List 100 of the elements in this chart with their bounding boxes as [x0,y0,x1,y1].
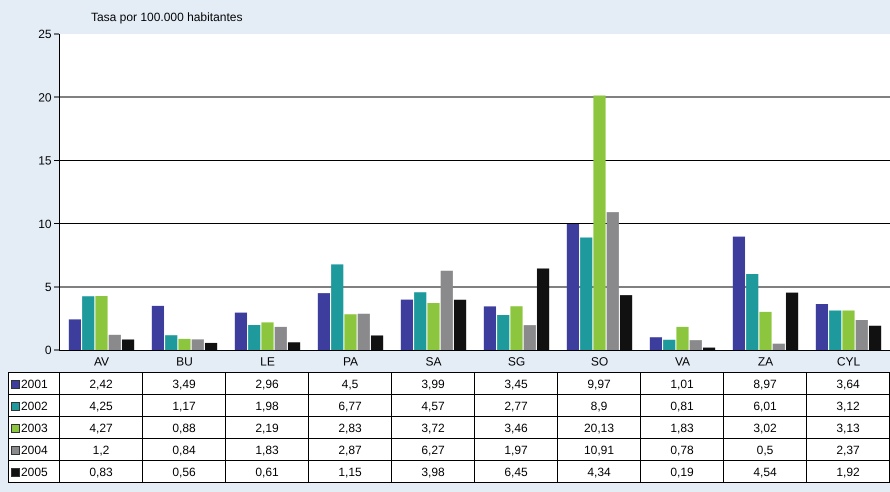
data-label: 3,12 [806,394,890,416]
legend-label: 2005 [21,464,48,478]
data-label: 2,37 [806,438,890,460]
data-label: 3,45 [474,372,558,394]
data-label: 3,46 [474,416,558,438]
bar [288,342,300,350]
y-axis-title: Tasa por 100.000 habitantes [91,10,242,24]
bar [690,340,702,350]
data-label: 4,34 [558,460,640,482]
data-label: 1,2 [60,438,142,460]
data-label: 1,97 [474,438,558,460]
y-tick-label: 0 [44,343,52,358]
bar [192,339,204,350]
x-tick-label: CYL [836,354,860,368]
data-label: 4,54 [724,460,806,482]
bar [82,296,94,350]
bar [856,320,868,350]
data-label: 6,45 [474,460,558,482]
y-tick-label: 5 [44,280,52,294]
bar [358,314,370,350]
bar [510,306,523,350]
data-label: 1,01 [640,372,724,394]
bar [274,326,287,350]
data-label: 2,19 [226,416,308,438]
bar [370,335,384,350]
data-label: 8,9 [558,394,640,416]
x-tick-label: VA [674,354,690,368]
data-label: 0,83 [60,460,142,482]
data-label: 3,64 [806,372,890,394]
data-label: 2,96 [226,372,308,394]
data-label: 3,72 [392,416,474,438]
bar [663,340,676,350]
bar [816,304,828,350]
legend-label: 2003 [21,420,48,434]
bar [414,292,426,350]
data-label: 0,78 [640,438,724,460]
bar [524,325,536,350]
bar [829,310,842,350]
bar [759,312,772,350]
data-label: 0,88 [142,416,226,438]
data-label: 1,83 [226,438,308,460]
bar [427,302,440,350]
data-label: 4,5 [308,372,392,394]
bar [204,342,218,350]
bar [152,306,164,350]
bar [95,296,108,350]
bar [165,335,178,350]
bar [68,319,82,350]
data-label: 9,97 [558,372,640,394]
data-label: 6,01 [724,394,806,416]
data-label: 3,99 [392,372,474,394]
data-label: 2,42 [60,372,142,394]
bar [842,310,855,350]
bar [122,340,134,350]
data-label: 2,83 [308,416,392,438]
data-label: 3,98 [392,460,474,482]
x-tick-label: SA [425,354,442,368]
data-label: 20,13 [558,416,640,438]
data-label: 0,56 [142,460,226,482]
bar [650,337,662,350]
data-label: 0,61 [226,460,308,482]
legend-label: 2004 [21,442,48,456]
data-label: 3,13 [806,416,890,438]
bar [108,334,121,350]
bar [261,322,274,350]
bar [440,270,453,350]
data-label: 4,25 [60,394,142,416]
data-label: 0,81 [640,394,724,416]
bar [746,274,758,350]
x-tick-label: LE [260,354,275,368]
data-label: 1,98 [226,394,308,416]
bar [580,238,592,350]
bar [234,312,248,350]
data-label: 0,5 [724,438,806,460]
data-label: 8,97 [724,372,806,394]
x-tick-label: AV [94,354,110,368]
y-tick-label: 10 [38,216,52,231]
bar [606,212,619,350]
x-tick-label: SO [590,354,608,368]
data-label: 3,49 [142,372,226,394]
data-label: 0,84 [142,438,226,460]
data-label: 1,83 [640,416,724,438]
data-label: 1,17 [142,394,226,416]
legend-label: 2002 [21,398,48,412]
bar [484,306,496,350]
data-label: 10,91 [558,438,640,460]
x-tick-label: ZA [758,354,774,368]
bar [786,292,798,350]
bar [178,338,191,350]
x-tick-label: BU [176,354,193,368]
data-label: 2,77 [474,394,558,416]
bar [344,314,357,350]
data-label: 4,57 [392,394,474,416]
bar [318,293,330,350]
y-tick-label: 20 [38,90,52,104]
x-tick-label: PA [342,354,358,368]
data-label: 4,27 [60,416,142,438]
y-tick-label: 15 [38,154,52,168]
data-label: 1,15 [308,460,392,482]
bar [536,268,550,350]
